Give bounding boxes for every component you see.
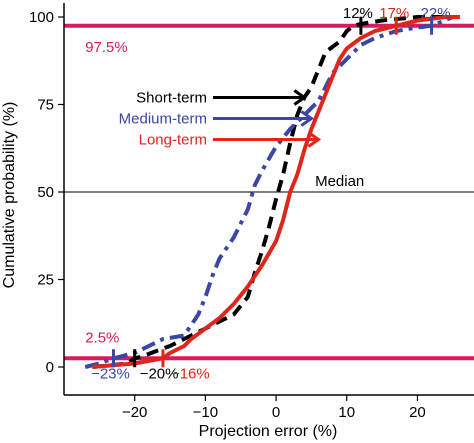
y-tick-label: 75 [37,97,54,114]
percentile-label: −23% [91,365,130,382]
x-tick-label: 20 [409,404,426,421]
x-tick-label: −10 [193,404,218,421]
reference-label: 2.5% [85,329,119,346]
series-label: Short-term [136,90,207,107]
arrow-head [307,131,322,148]
series-line [92,15,453,369]
percentile-label: 17% [379,5,409,22]
y-tick-label: 100 [29,9,54,26]
percentile-label: 12% [343,5,373,22]
arrow-head [293,89,307,106]
y-tick-label: 25 [37,272,54,289]
reference-label: Median [315,173,364,190]
series-label: Medium-term [119,111,207,128]
x-tick-label: −20 [122,404,147,421]
series-line [84,15,454,369]
x-tick-label: 0 [272,404,280,421]
series-label: Long-term [139,132,207,149]
series-line [92,15,460,369]
reference-label: 97.5% [85,39,128,56]
y-tick-label: 0 [46,359,54,376]
y-tick-label: 50 [37,184,54,201]
x-tick-label: 10 [338,404,355,421]
y-axis-label: Cumulative probability (%) [1,102,18,289]
percentile-label: −16% [171,365,210,382]
x-axis-label: Projection error (%) [199,423,338,440]
percentile-label: −20% [140,365,179,382]
percentile-label: 22% [421,5,451,22]
arrow-head [300,110,315,127]
